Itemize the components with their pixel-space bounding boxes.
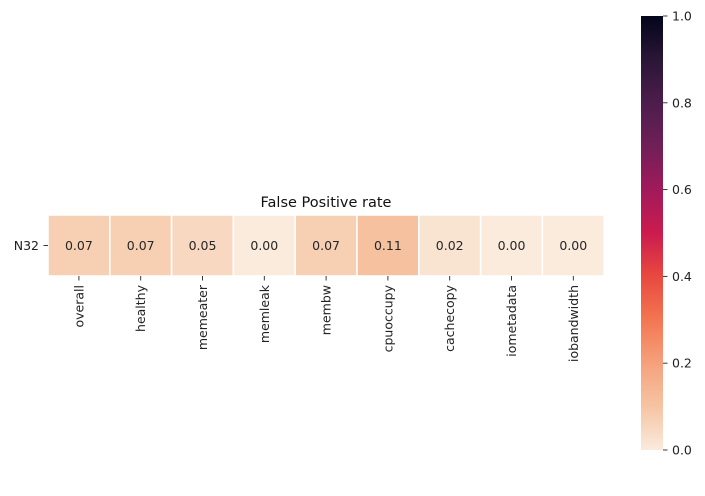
heatmap-cell-healthy <box>109 214 173 277</box>
colorbar-tick-label: 0.2 <box>672 356 692 371</box>
heatmap-cell-cpuoccupy <box>356 214 420 277</box>
y-axis: N32 <box>14 238 48 253</box>
x-tick-label-overall: overall <box>71 285 86 327</box>
x-tick-label-iobandwidth: iobandwidth <box>566 285 581 362</box>
x-tick-label-healthy: healthy <box>133 284 148 332</box>
chart-title: False Positive rate <box>261 195 392 211</box>
x-tick-label-cachecopy: cachecopy <box>442 284 457 351</box>
colorbar <box>641 16 663 450</box>
cell-value-label-iobandwidth: 0.00 <box>559 238 587 253</box>
heatmap-cell-labels: 0.07 0.07 0.05 0.00 0.07 0.11 0.02 0.00 0.00 <box>65 238 587 253</box>
cell-value-label-cpuoccupy: 0.11 <box>374 238 402 253</box>
colorbar-tick-label: 0.6 <box>672 182 692 197</box>
x-tick-label-cpuoccupy: cpuoccupy <box>380 284 395 352</box>
cell-value-label-cachecopy: 0.02 <box>436 238 464 253</box>
cell-value-label-overall: 0.07 <box>65 238 93 253</box>
cell-value-label-memleak: 0.00 <box>250 238 278 253</box>
heatmap-cells <box>47 214 605 277</box>
colorbar-tick-label: 1.0 <box>672 9 692 24</box>
colorbar-tick-label: 0.8 <box>672 95 692 110</box>
colorbar-tick-label: 0.4 <box>672 269 692 284</box>
x-axis: overall healthy memeater memleak membw cpuocc… <box>71 276 581 362</box>
x-tick-label-memeater: memeater <box>195 284 210 350</box>
x-tick-label-memleak: memleak <box>257 284 272 343</box>
heatmap-cell-iometadata <box>479 214 544 277</box>
x-tick-label-membw: membw <box>319 285 334 335</box>
y-tick-label-N32: N32 <box>14 238 39 253</box>
colorbar-axis: 0.0 0.2 0.4 0.6 0.8 1.0 <box>663 9 692 458</box>
colorbar-tick-label: 0.0 <box>672 443 692 458</box>
cell-value-label-healthy: 0.07 <box>127 238 155 253</box>
cell-value-label-membw: 0.07 <box>312 238 340 253</box>
cell-value-label-iometadata: 0.00 <box>498 238 526 253</box>
x-tick-label-iometadata: iometadata <box>504 285 519 357</box>
cell-value-label-memeater: 0.05 <box>189 238 217 253</box>
